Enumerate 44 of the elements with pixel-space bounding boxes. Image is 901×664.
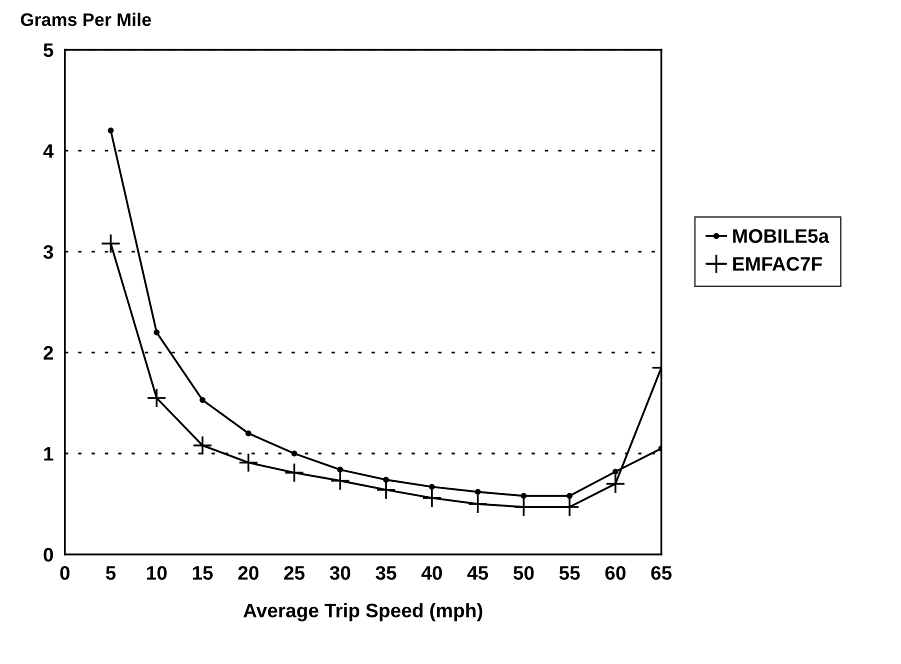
x-tick-label: 25 xyxy=(284,566,305,580)
y-tick-label: 5 xyxy=(44,43,54,58)
point xyxy=(146,388,167,408)
x-tick-label: 45 xyxy=(467,566,488,580)
point xyxy=(474,488,481,495)
point xyxy=(612,468,618,475)
y-tick-label: 2 xyxy=(44,346,53,360)
x-tick-label: 20 xyxy=(238,566,258,580)
x-tick-label: 15 xyxy=(192,566,213,580)
x-tick-label: 0 xyxy=(60,566,70,580)
x-tick-label: 50 xyxy=(513,566,534,580)
x-axis-title: Average Trip Speed (mph) xyxy=(243,603,482,622)
x-tick-label: 30 xyxy=(330,566,350,580)
y-tick-label: 4 xyxy=(43,144,54,158)
point xyxy=(284,462,304,483)
x-tick-label: 5 xyxy=(106,566,116,580)
legend-label: MOBILE5a xyxy=(733,229,830,243)
x-tick-label: 55 xyxy=(559,566,580,580)
point xyxy=(520,492,527,499)
y-tick-label: 1 xyxy=(44,447,54,461)
point xyxy=(200,397,206,404)
x-tick-label: 10 xyxy=(147,566,167,580)
point xyxy=(154,329,160,336)
point xyxy=(238,452,258,473)
point xyxy=(100,234,121,254)
y-tick-label: 0 xyxy=(44,548,53,562)
point xyxy=(192,436,212,456)
point xyxy=(468,494,488,514)
x-tick-label: 65 xyxy=(651,566,672,580)
y-axis-title: Grams Per Mile xyxy=(20,12,151,26)
point xyxy=(330,470,350,491)
point xyxy=(428,484,435,490)
point xyxy=(108,128,114,134)
point xyxy=(566,492,573,499)
y-tick-label: 3 xyxy=(43,245,54,259)
point xyxy=(606,474,626,494)
point xyxy=(422,488,442,508)
x-tick-label: 40 xyxy=(421,566,442,580)
legend-label: EMFAC7F xyxy=(733,257,822,271)
point xyxy=(245,430,252,436)
point xyxy=(337,466,344,473)
x-tick-label: 60 xyxy=(605,566,626,580)
x-tick-label: 35 xyxy=(376,566,396,580)
point xyxy=(291,450,298,456)
